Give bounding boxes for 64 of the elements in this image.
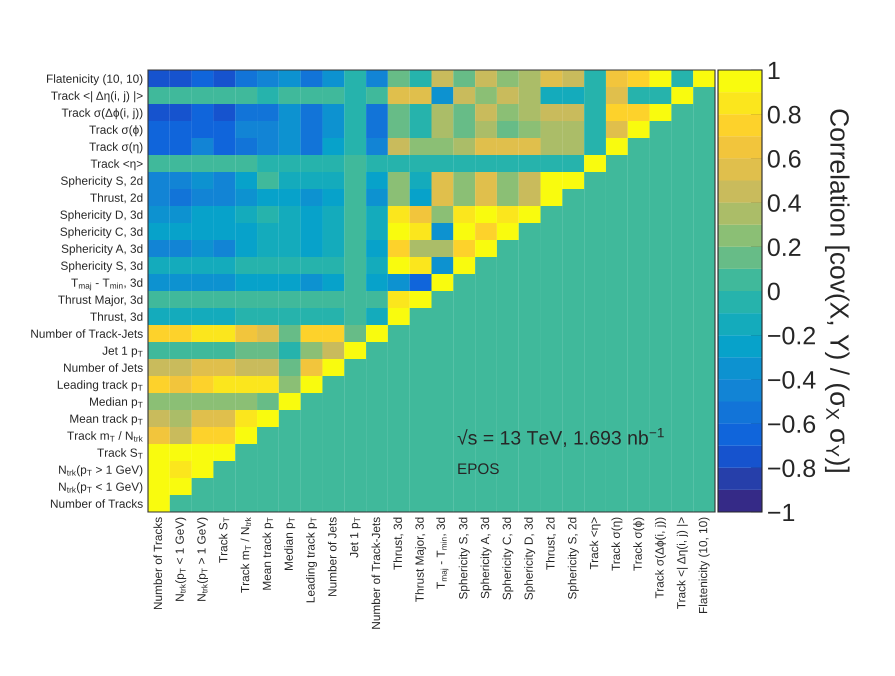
x-tick-label: Track <η>	[590, 517, 601, 570]
x-tick-label: N$_{trk}$(p$_{T}$ > 1 GeV)	[196, 518, 208, 601]
y-tick-label: Flatenicity (10, 10)	[47, 74, 142, 86]
color-bar-label: −0.6	[768, 415, 816, 433]
y-tick-label: Sphericity C, 3d	[60, 227, 142, 238]
y-tick-label: Leading track p$_{T}$	[58, 380, 143, 392]
y-tick-label: Number of Tracks	[50, 499, 143, 508]
y-tick-label: Sphericity D, 3d	[60, 210, 142, 222]
color-bar-label: 0	[768, 282, 780, 300]
x-tick-label: Mean track p$_{T}$	[262, 517, 274, 590]
color-bar-label: −1	[768, 504, 794, 522]
color-bar-label: −0.4	[768, 371, 816, 389]
y-tick-label: N$_{trk}$(p$_{T}$ < 1 GeV)	[59, 482, 142, 494]
y-tick-label: Thrust, 2d	[90, 193, 142, 204]
y-tick-label: Track <| Δη(i, j) |>	[51, 91, 143, 102]
x-tick-label: Sphericity S, 3d	[458, 518, 470, 599]
y-tick-label: Number of Track-Jets	[31, 329, 143, 338]
y-tick-label: Track <η>	[90, 159, 143, 170]
y-tick-label: Track S$_{T}$	[97, 448, 143, 459]
x-tick-label: Median p$_{T}$	[284, 517, 296, 570]
color-bar-label: 0.2	[768, 238, 800, 256]
y-tick-label: Thrust Major, 3d	[58, 295, 142, 306]
y-tick-label: Track σ(ϕ)	[89, 125, 142, 136]
color-bar-label: 0.6	[768, 150, 801, 168]
x-tick-label: Thrust Major, 3d	[415, 518, 426, 602]
x-tick-label: Jet 1 p$_{T}$	[350, 517, 361, 558]
color-bar-label: 1	[768, 62, 780, 80]
x-tick-label: Sphericity A, 3d	[480, 518, 492, 598]
color-bar-label: 0.8	[768, 106, 801, 124]
y-tick-label: N$_{trk}$(p$_{T}$ > 1 GeV)	[59, 465, 142, 476]
annotation: EPOS	[458, 463, 499, 474]
x-tick-label: Flatenicity (10, 10)	[698, 518, 710, 613]
x-tick-label: Thrust, 2d	[546, 518, 556, 570]
x-tick-label: Track <| Δη(i, j) |>	[676, 517, 688, 609]
color-bar-label: −0.8	[768, 459, 816, 478]
x-tick-label: Track S$_{T}$	[218, 517, 230, 563]
y-tick-label: Mean track p$_{T}$	[70, 414, 143, 426]
x-tick-label: Sphericity C, 3d	[502, 518, 514, 600]
x-tick-label: Track σ(η)	[611, 518, 622, 571]
x-tick-label: T$_{maj}$ - T$_{min}$, 3d	[436, 518, 448, 589]
y-tick-label: Number of Jets	[64, 363, 143, 372]
y-tick-label: Thrust, 3d	[90, 312, 142, 322]
color-bar-title: Correlation [cov(X, Y) / (σ$_{X}$ σ$_{Y}$)]	[824, 109, 850, 472]
y-tick-label: Sphericity S, 3d	[61, 261, 142, 272]
x-tick-label: Track σ(Δϕ(i, j))	[654, 518, 666, 598]
x-tick-label: Thrust, 3d	[393, 518, 404, 570]
color-bar-label: −0.2	[768, 326, 815, 345]
y-tick-label: Track σ(η)	[89, 142, 142, 154]
x-tick-label: Track σ(ϕ)	[633, 518, 644, 571]
x-tick-label: Leading track p$_{T}$	[306, 517, 318, 602]
x-tick-label: Track m$_{T}$ / N$_{trk}$	[240, 517, 252, 593]
color-bar-label: 0.4	[768, 194, 801, 212]
y-tick-label: Sphericity A, 3d	[62, 244, 142, 256]
y-tick-label: Track σ(Δϕ(i, j))	[62, 108, 142, 120]
y-tick-label: T$_{maj}$ - T$_{min}$, 3d	[71, 278, 142, 290]
y-tick-label: Jet 1 p$_{T}$	[102, 346, 143, 358]
x-tick-label: Number of Track-Jets	[371, 517, 380, 629]
y-tick-label: Track m$_{T}$ / N$_{trk}$	[67, 431, 143, 442]
annotation: √s = 13 TeV, 1.693 nb$^{−1}$	[458, 428, 664, 447]
x-tick-label: Sphericity D, 3d	[524, 518, 536, 600]
x-tick-label: Sphericity S, 2d	[568, 518, 579, 599]
y-tick-label: Sphericity S, 2d	[61, 176, 142, 188]
x-tick-label: Number of Jets	[328, 517, 337, 596]
y-tick-label: Median p$_{T}$	[90, 397, 143, 408]
